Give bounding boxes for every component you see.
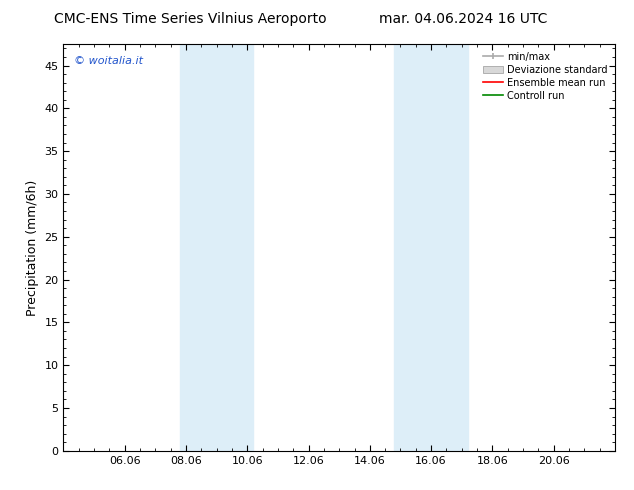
Text: © woitalia.it: © woitalia.it [74, 56, 143, 66]
Bar [394, 44, 468, 451]
Text: mar. 04.06.2024 16 UTC: mar. 04.06.2024 16 UTC [378, 12, 547, 26]
Text: CMC-ENS Time Series Vilnius Aeroporto: CMC-ENS Time Series Vilnius Aeroporto [54, 12, 327, 26]
Legend: min/max, Deviazione standard, Ensemble mean run, Controll run: min/max, Deviazione standard, Ensemble m… [481, 49, 610, 103]
Y-axis label: Precipitation (mm/6h): Precipitation (mm/6h) [26, 179, 39, 316]
Bar [180, 44, 254, 451]
